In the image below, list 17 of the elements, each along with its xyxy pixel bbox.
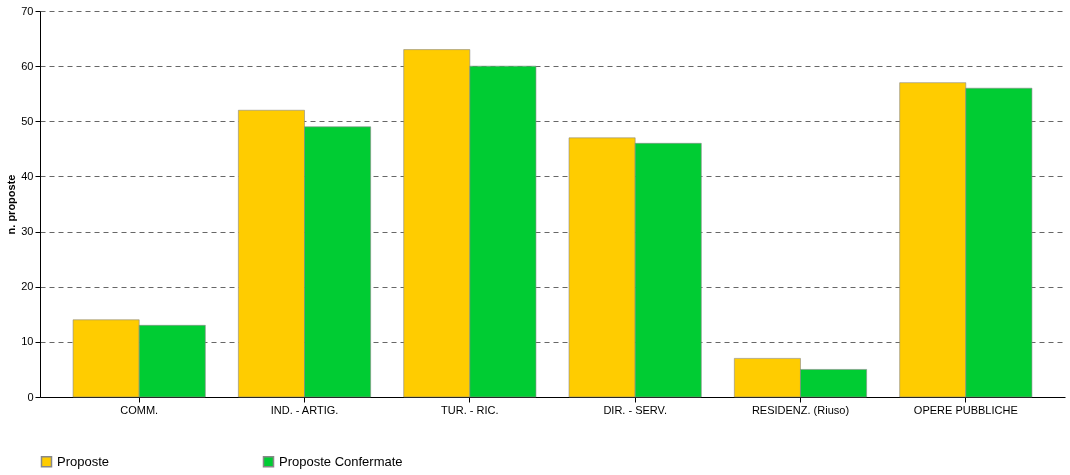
x-tick-label: OPERE PUBBLICHE xyxy=(913,403,1018,416)
legend-label: Proposte xyxy=(57,453,110,469)
y-tick-label: 20 xyxy=(21,280,34,293)
legend-label: Proposte Confermate xyxy=(279,453,403,469)
x-tick-label: TUR. - RIC. xyxy=(441,403,499,416)
y-tick-label: 50 xyxy=(21,114,34,127)
y-tick-label: 40 xyxy=(21,169,34,182)
y-tick-label: 70 xyxy=(21,4,34,17)
x-tick-label: DIR. - SERV. xyxy=(603,403,667,416)
x-tick-label: IND. - ARTIG. xyxy=(270,403,339,416)
x-tick-label: RESIDENZ. (Riuso) xyxy=(751,403,850,416)
y-tick-label: 10 xyxy=(21,335,34,348)
y-tick-label: 60 xyxy=(21,59,34,72)
y-tick-label: 30 xyxy=(21,225,34,238)
y-axis-title: n. proposte xyxy=(5,174,18,235)
y-tick-label: 0 xyxy=(27,390,34,403)
x-tick-label: COMM. xyxy=(120,403,159,416)
